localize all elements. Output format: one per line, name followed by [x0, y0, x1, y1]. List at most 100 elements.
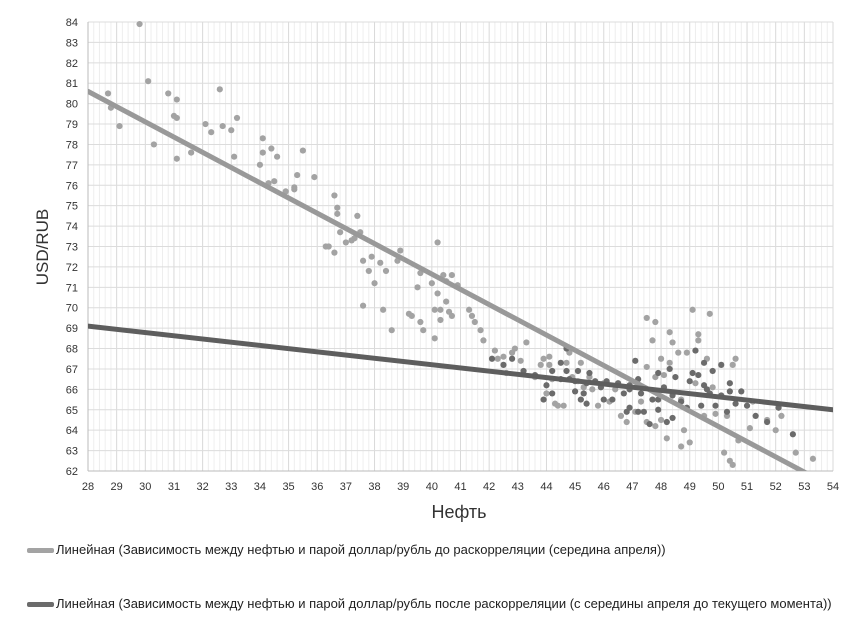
y-tick-label: 71 [66, 282, 78, 294]
data-point-before [695, 331, 702, 338]
x-tick-label: 40 [426, 481, 438, 493]
data-point-after [692, 347, 699, 354]
data-point-after [640, 408, 647, 415]
data-point-after [655, 406, 662, 413]
data-point-before [643, 314, 650, 322]
data-point-before [334, 204, 341, 211]
data-point-after [689, 369, 696, 377]
data-point-before [511, 345, 519, 352]
data-point-before [778, 412, 785, 419]
data-point-before [706, 310, 713, 317]
data-point-before [680, 427, 688, 434]
data-point-before [594, 402, 602, 409]
data-point-after [732, 400, 739, 407]
x-tick-label: 37 [340, 481, 352, 493]
data-point-after [726, 388, 733, 395]
data-point-after [672, 374, 679, 381]
trendline-before [88, 88, 808, 471]
data-point-before [428, 280, 435, 287]
data-point-before [443, 298, 450, 305]
data-point-after [488, 355, 496, 362]
x-tick-label: 51 [741, 481, 753, 493]
y-tick-label: 74 [66, 221, 78, 233]
data-point-before [675, 349, 682, 356]
data-point-after [563, 367, 570, 375]
data-point-before [471, 318, 478, 326]
data-point-before [712, 410, 719, 417]
axes: 28 29 30 31 32 33 34 35 36 37 38 39 40 41 42 43 44 45 46 47… [66, 17, 839, 493]
y-tick-label: 75 [66, 201, 78, 213]
data-point-before [437, 306, 444, 313]
data-point-before [494, 355, 501, 362]
data-point-before [208, 129, 215, 136]
x-axis-title: Нефть [431, 502, 486, 522]
data-point-before [116, 122, 123, 130]
data-point-before [623, 418, 630, 426]
x-tick-label: 41 [454, 481, 466, 493]
x-tick-label: 50 [712, 481, 724, 493]
x-tick-label: 31 [168, 481, 180, 493]
y-tick-label: 81 [66, 78, 78, 90]
data-point-before [259, 149, 266, 156]
data-point-before [652, 318, 659, 326]
data-point-before [408, 312, 415, 319]
data-point-before [274, 153, 281, 160]
data-point-after [543, 382, 550, 389]
y-tick-label: 70 [66, 303, 78, 315]
data-point-after [700, 359, 708, 366]
data-point-before [259, 135, 266, 142]
data-point-after [695, 371, 702, 379]
data-point-before [617, 412, 625, 419]
data-point-after [577, 396, 584, 403]
data-point-after [698, 402, 705, 409]
data-point-before [491, 347, 498, 354]
y-tick-label: 67 [66, 364, 78, 376]
data-point-before [540, 355, 547, 362]
trendlines [88, 88, 833, 471]
data-point-after [718, 361, 725, 368]
data-point-before [729, 361, 736, 368]
x-tick-label: 32 [196, 481, 208, 493]
data-point-after [600, 396, 607, 403]
data-point-before [337, 229, 344, 236]
data-point-after [655, 369, 662, 377]
data-point-before [537, 361, 544, 368]
data-point-before [165, 90, 172, 97]
x-tick-label: 29 [111, 481, 123, 493]
data-point-before [359, 302, 367, 309]
data-point-before [732, 355, 739, 362]
data-point-after [723, 408, 731, 415]
data-point-before [104, 90, 112, 97]
data-point-before [657, 355, 665, 362]
data-point-before [589, 386, 596, 393]
data-point-before [388, 327, 395, 334]
data-point-before [468, 312, 476, 319]
data-point-before [437, 316, 444, 324]
y-tick-label: 65 [66, 405, 78, 417]
x-tick-label: 54 [827, 481, 839, 493]
y-tick-label: 72 [66, 262, 78, 274]
x-tick-label: 28 [82, 481, 94, 493]
data-point-after [609, 396, 616, 403]
data-point-before [554, 402, 562, 409]
data-point-before [354, 212, 361, 219]
data-point-after [580, 390, 587, 397]
data-point-before [683, 349, 690, 356]
data-point-before [216, 86, 223, 93]
data-point-before [150, 141, 158, 148]
y-tick-label: 80 [66, 99, 78, 111]
y-tick-label: 84 [66, 17, 78, 29]
data-point-after [574, 367, 582, 375]
data-point-before [669, 339, 676, 346]
data-point-after [743, 402, 751, 409]
data-point-after [709, 367, 716, 375]
y-axis-title: USD/RUB [33, 209, 52, 286]
y-tick-label: 76 [66, 180, 78, 192]
x-tick-label: 49 [684, 481, 696, 493]
data-point-before [637, 398, 645, 405]
data-point-before [465, 306, 473, 313]
data-point-before [145, 78, 152, 85]
data-point-before [219, 122, 226, 130]
data-point-before [709, 384, 716, 391]
data-point-after [500, 361, 507, 368]
